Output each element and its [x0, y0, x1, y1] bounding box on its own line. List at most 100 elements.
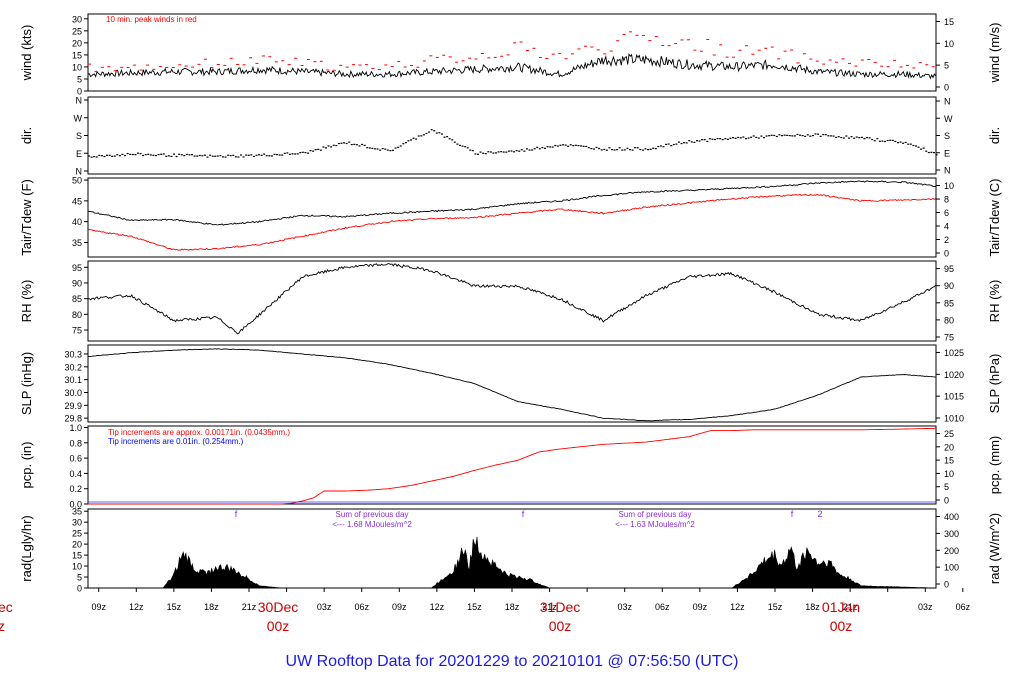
y-axis-label: pcp. (in) [19, 442, 34, 489]
rad-marker: f [235, 509, 238, 519]
dir-point [343, 142, 346, 144]
peak-wind-mark [210, 67, 214, 69]
peak-wind-mark [133, 64, 137, 66]
peak-wind-mark [474, 58, 478, 60]
peak-wind-mark [525, 49, 529, 51]
y-tick-label-right: 0 [944, 249, 949, 259]
dir-point [270, 155, 273, 157]
left-edge-hour-label: z [0, 618, 5, 634]
day-label: 30Dec [258, 599, 298, 615]
peak-wind-mark [809, 58, 813, 60]
dir-point [662, 146, 665, 148]
dir-point [515, 149, 518, 152]
dir-point [497, 151, 500, 153]
peak-wind-mark [467, 57, 471, 59]
dir-point [592, 148, 595, 150]
y-tick-label-right: 10 [944, 39, 954, 49]
dir-point [118, 155, 121, 157]
dir-point [551, 146, 554, 148]
dir-point [659, 145, 662, 147]
peak-wind-mark [706, 38, 710, 40]
peak-wind-mark [94, 71, 98, 73]
dir-point [345, 142, 348, 145]
dir-point [634, 147, 637, 149]
dir-point [152, 154, 155, 156]
dir-point [621, 149, 624, 151]
dir-point [255, 154, 258, 156]
x-axis: 09z 12z 15z 18z 21z 03z 06z 09z 12z 15z 18z 21z 03z 0… [0, 588, 971, 634]
peak-wind-mark [905, 64, 909, 66]
peak-wind-mark [165, 66, 169, 68]
y-tick-label: 15 [72, 50, 82, 60]
day-hour-label: 00z [830, 618, 853, 634]
dir-point [809, 135, 812, 137]
dir-point [229, 155, 232, 157]
dir-point [556, 145, 559, 147]
dir-point [775, 135, 778, 138]
dir-point [523, 150, 526, 152]
peak-wind-mark [783, 50, 787, 52]
dir-point [549, 146, 552, 148]
dir-point [703, 139, 706, 141]
x-tick-label: 18z [805, 602, 820, 612]
panel-rad: rad(Lgly/hr) rad (W/m^2)05101520253035010… [19, 507, 1002, 594]
peak-wind-mark [422, 60, 426, 62]
peak-wind-mark [88, 63, 91, 65]
dir-point [147, 153, 150, 155]
x-tick-label: 21z [542, 602, 557, 612]
dir-point [554, 144, 557, 147]
panel-frame [87, 344, 937, 423]
dir-point [902, 142, 905, 144]
peak-wind-mark [802, 53, 806, 55]
dir-point [765, 135, 768, 137]
rad-marker: f [791, 509, 794, 519]
x-tick-label: 15z [167, 602, 182, 612]
dir-point [474, 153, 477, 155]
y-axis-label: SLP (inHg) [19, 352, 34, 415]
panel-rh: RH (%) RH (%) 75 80 85 90 95 75 80 85 90 95 [19, 260, 1002, 343]
peak-wind-mark [345, 66, 349, 68]
dir-point [672, 143, 675, 146]
dir-point [304, 151, 307, 154]
dir-point [920, 148, 923, 150]
dir-point [103, 155, 106, 158]
peak-wind-mark [674, 43, 678, 45]
dir-point [193, 155, 196, 157]
dir-point [930, 151, 933, 153]
dir-point [319, 149, 322, 151]
dir-point [698, 140, 701, 142]
dir-point [198, 154, 201, 157]
peak-wind-mark [693, 49, 697, 51]
peak-wind-mark [790, 49, 794, 51]
dir-point [415, 138, 418, 140]
dir-point [167, 155, 170, 157]
y-tick-label-right: 300 [944, 529, 959, 539]
wind-annotation: 10 min. peak winds in red [106, 15, 197, 24]
peak-wind-mark [352, 64, 356, 66]
dir-point [93, 156, 96, 158]
dir-point [572, 145, 575, 147]
dir-point [422, 134, 425, 136]
x-tick-label: 06z [655, 602, 670, 612]
y-axis-label: RH (%) [19, 280, 34, 323]
peak-wind-mark [410, 65, 414, 67]
dir-point [886, 139, 889, 142]
y-tick-label: 0.2 [69, 484, 82, 494]
dir-point [896, 142, 899, 144]
dir-point [835, 136, 838, 139]
peak-wind-mark [519, 41, 523, 43]
peak-wind-mark [107, 66, 111, 68]
dir-point [605, 149, 608, 151]
y-tick-label: 25 [72, 529, 82, 539]
dir-point [394, 147, 397, 149]
dir-point [639, 148, 642, 151]
dir-point [353, 143, 356, 145]
dir-point [273, 153, 276, 155]
peak-wind-mark [358, 64, 362, 66]
peak-wind-mark [120, 66, 124, 68]
dir-point [721, 139, 724, 141]
dir-point [742, 136, 745, 138]
dir-point [917, 146, 920, 148]
dir-point [541, 146, 544, 149]
